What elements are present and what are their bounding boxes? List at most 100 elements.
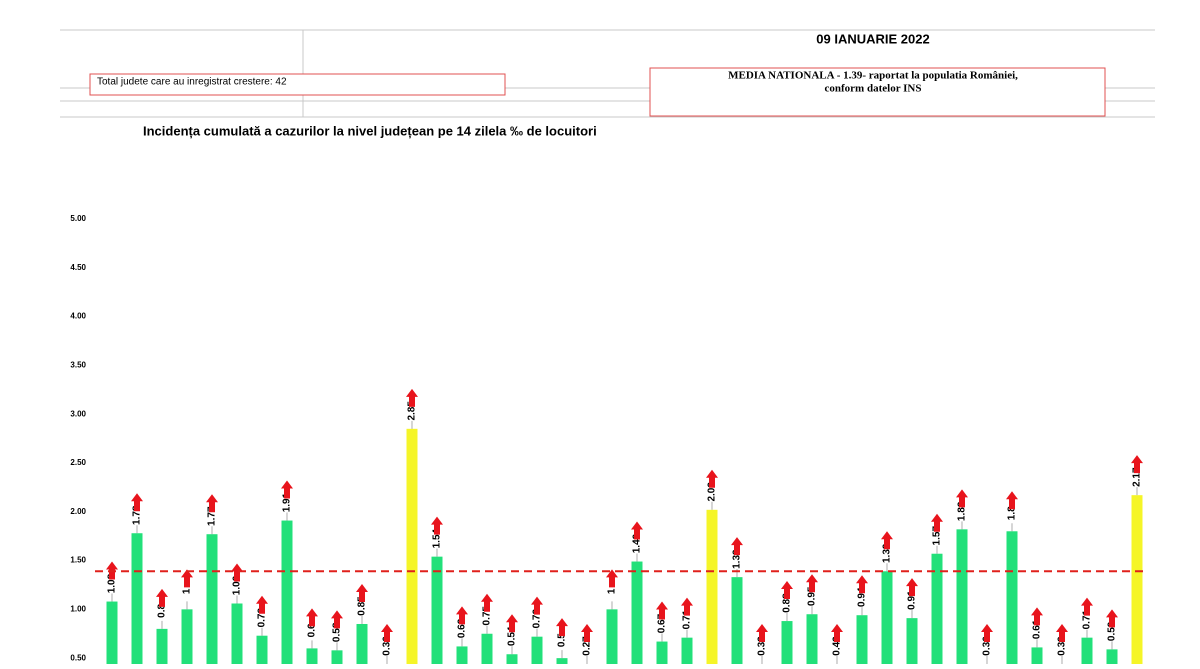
bar [231, 603, 243, 664]
increase-arrow [906, 578, 918, 597]
counter-note: Total judete care au inregistrat crester… [97, 77, 287, 88]
value-label: 0.27 [582, 636, 593, 656]
national-note: conform datelor INS [825, 83, 922, 95]
bar [681, 637, 693, 664]
national-box [649, 67, 1106, 117]
increase-arrow [131, 493, 143, 512]
y-tick-label: 2.50 [70, 458, 86, 467]
bar [431, 556, 443, 664]
value-label: 0.61 [1032, 619, 1043, 639]
value-label: 1.78 [132, 505, 143, 525]
increase-arrow [1081, 597, 1093, 616]
value-label: 1.49 [632, 533, 643, 553]
value-label: 0.5 [557, 633, 568, 647]
increase-arrow [831, 624, 843, 642]
increase-arrow [156, 588, 168, 607]
value-label: 0.94 [857, 587, 868, 607]
value-label: 1 [182, 588, 193, 594]
counter-box [89, 73, 506, 96]
bar [656, 641, 668, 664]
y-tick-label: 1.50 [70, 556, 86, 565]
increase-arrow [781, 581, 793, 600]
increase-arrow [281, 480, 293, 499]
value-label: 1.77 [207, 506, 218, 526]
value-label: 0.62 [457, 618, 468, 638]
increase-arrow [481, 593, 493, 612]
value-label: 0.59 [1107, 621, 1118, 641]
value-label: 0.91 [907, 590, 918, 610]
bar [181, 609, 193, 664]
bar [206, 534, 218, 664]
value-label: 0.75 [482, 606, 493, 626]
bar [106, 601, 118, 664]
value-label: 1.33 [732, 549, 743, 569]
increase-arrow [856, 575, 868, 594]
increase-arrow [931, 513, 943, 532]
bar [806, 614, 818, 664]
y-tick-label: 3.50 [70, 360, 86, 369]
bar [1106, 649, 1118, 664]
bar [956, 529, 968, 664]
bar [881, 571, 893, 664]
increase-arrow [1031, 607, 1043, 626]
national-note: MEDIA NATIONALA - 1.39- raportat la popu… [728, 70, 1018, 82]
value-label: 1.57 [932, 526, 943, 546]
bar [906, 618, 918, 664]
value-label: 2.85 [407, 401, 418, 421]
increase-arrow [756, 624, 768, 642]
chart-title: Incidența cumulată a cazurilor la nivel … [143, 123, 597, 138]
increase-arrow [406, 388, 418, 407]
bar [506, 654, 518, 664]
value-label: 0.42 [832, 636, 843, 656]
value-label: 1.06 [232, 575, 243, 595]
bar [156, 628, 168, 664]
increase-arrow [531, 596, 543, 615]
increase-arrow [1131, 455, 1143, 474]
increase-arrow [231, 563, 243, 582]
value-label: 0.95 [807, 586, 818, 606]
y-tick-label: 1.00 [70, 604, 86, 613]
value-label: 0.39 [1057, 636, 1068, 656]
increase-arrow [881, 531, 893, 550]
bar [931, 553, 943, 664]
increase-arrow [206, 494, 218, 513]
bar [631, 561, 643, 664]
y-tick-label: 4.50 [70, 263, 86, 272]
bar [406, 428, 418, 664]
value-label: 0.8 [157, 603, 168, 617]
increase-arrow [356, 583, 368, 602]
value-label: 0.54 [507, 626, 518, 646]
bar [131, 533, 143, 664]
value-label: 0.71 [682, 609, 693, 629]
increase-arrow [456, 606, 468, 625]
increase-arrow [181, 569, 193, 588]
date: 09 IANUARIE 2022 [816, 31, 929, 46]
bar [456, 646, 468, 664]
value-label: 1.08 [107, 573, 118, 593]
y-tick-label: 5.00 [70, 214, 86, 223]
increase-arrow [581, 624, 593, 642]
value-label: 1.54 [432, 528, 443, 548]
y-tick-label: 3.00 [70, 409, 86, 418]
bar [531, 636, 543, 664]
bar [606, 609, 618, 664]
y-tick-label: 0.50 [70, 653, 86, 662]
y-tick-label: 2.00 [70, 507, 86, 516]
bar [1006, 531, 1018, 664]
value-label: 0.36 [382, 636, 393, 656]
increase-arrow [331, 610, 343, 629]
bar [1031, 647, 1043, 664]
bar [356, 623, 368, 664]
increase-arrow [706, 469, 718, 488]
bar [731, 577, 743, 664]
increase-arrow [731, 537, 743, 556]
increase-arrow [1056, 624, 1068, 642]
bar [281, 520, 293, 664]
value-label: 0.88 [782, 593, 793, 613]
increase-arrow [431, 516, 443, 535]
increase-arrow [1006, 491, 1018, 510]
value-label: 1.82 [957, 501, 968, 521]
value-label: 0.67 [657, 613, 668, 633]
bar [1131, 495, 1143, 664]
